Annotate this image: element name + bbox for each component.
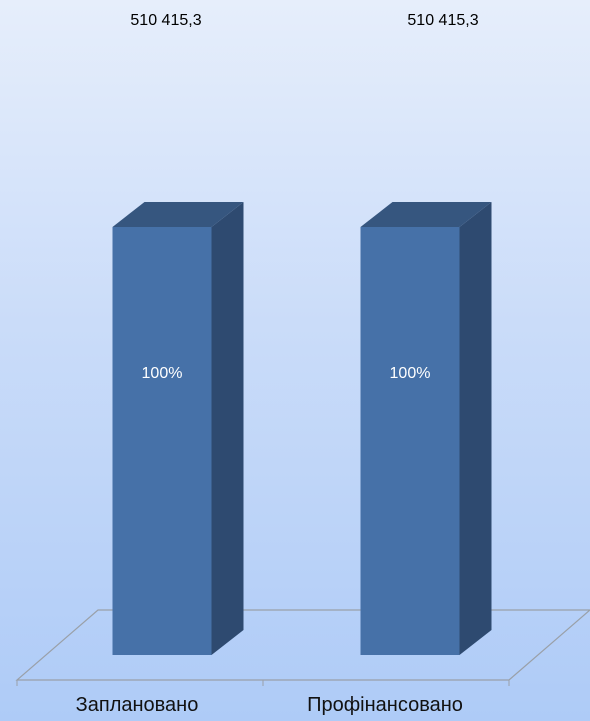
value-label-planned: 510 415,3	[130, 12, 202, 29]
bar-side-funded	[459, 202, 492, 655]
value-label-funded: 510 415,3	[407, 12, 479, 29]
percent-label-funded: 100%	[390, 365, 431, 382]
bar-top-planned	[112, 202, 244, 227]
bar-funded	[360, 227, 460, 655]
x-label-funded: Профінансовано	[307, 694, 463, 716]
floor-plane	[15, 609, 590, 681]
bar-planned	[112, 227, 212, 655]
bar-side-planned	[211, 202, 244, 655]
x-label-planned: Заплановано	[75, 694, 199, 716]
bar-top-funded	[360, 202, 492, 227]
percent-label-planned: 100%	[142, 365, 183, 382]
